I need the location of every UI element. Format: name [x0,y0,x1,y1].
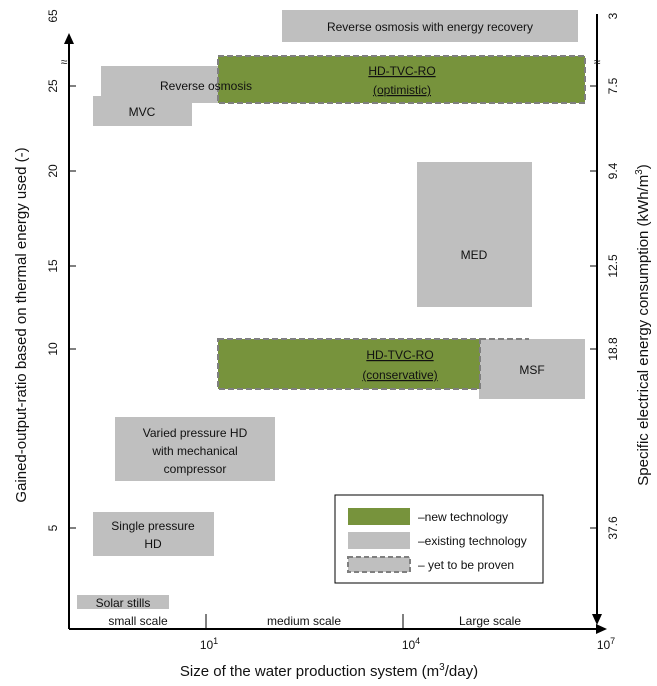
y-right-ticks: 37.6 18.8 12.5 9.4 7.5 3 [590,12,620,540]
region-msf [479,339,585,399]
axis-break-right: ≈ [594,55,601,69]
region-med [417,162,532,307]
scale-label-medium: medium scale [267,614,341,628]
new-tech-layer [217,55,586,390]
y-right-arrow [592,614,602,625]
x-axis-arrow [596,624,607,634]
y-left-tick-label-15: 15 [46,259,60,273]
label-line: compressor [164,462,227,476]
legend-swatch-new [348,508,410,525]
legend-swatch-unproven [347,556,411,573]
region-reverse-osmosis-energy-recovery [282,10,578,42]
legend-swatch-existing [348,532,410,549]
y-right-axis-title: Specific electrical energy consumption (… [634,164,652,486]
label-hd-opt-sub: (optimistic) [373,83,431,97]
region-mvc [93,96,192,126]
y-right-tick-label-7-5: 7.5 [606,77,620,94]
x-axis-ticks: small scale medium scale Large scale 101… [108,614,615,652]
x-tick-label-10-1: 101 [200,636,218,652]
label-line: Varied pressure HD [143,426,248,440]
y-left-tick-label-5: 5 [46,524,60,531]
axes [64,14,607,634]
x-tick-label-10-7: 107 [597,636,615,652]
label-vphd: Varied pressure HD with mechanical compres… [143,426,248,476]
y-left-arrow [64,33,74,44]
region-hd-tvc-ro-optimistic [217,55,586,104]
axis-breaks: ≈ ≈ [61,55,601,69]
label-hd-cons: HD-TVC-RO [366,348,433,362]
label-line: with mechanical [151,444,237,458]
y-left-axis-title: Gained-output-ratio based on thermal ene… [13,147,30,502]
y-right-tick-label-37-6: 37.6 [606,516,620,540]
y-right-tick-label-3: 3 [606,12,620,19]
x-tick-label-10-4: 104 [402,636,420,652]
label-hd-opt: HD-TVC-RO [368,64,435,78]
label-line: Single pressure [111,519,195,533]
y-left-tick-label-10: 10 [46,342,60,356]
legend: –new technology –existing technology – y… [334,494,544,584]
y-left-tick-label-65: 65 [46,9,60,23]
legend-label-existing: –existing technology [418,534,527,548]
scale-label-small: small scale [108,614,168,628]
label-ro-er: Reverse osmosis with energy recovery [327,20,533,34]
y-right-tick-label-12-5: 12.5 [606,254,620,278]
label-line: HD [144,537,162,551]
region-solar-stills [77,595,169,609]
scale-label-large: Large scale [459,614,521,628]
region-varied-pressure-hd [115,417,275,481]
label-mvc: MVC [129,105,156,119]
label-med: MED [461,248,488,262]
label-sphd: Single pressure HD [111,519,195,551]
label-msf: MSF [519,363,544,377]
y-left-tick-label-25: 25 [46,79,60,93]
region-hd-tvc-ro-conservative [217,338,481,390]
legend-label-new: –new technology [418,510,508,524]
region-single-pressure-hd [93,512,214,556]
label-ro: Reverse osmosis [160,79,252,93]
y-right-tick-label-9-4: 9.4 [606,162,620,179]
y-left-tick-label-20: 20 [46,164,60,178]
x-axis-title: Size of the water production system (m3/… [180,662,478,680]
legend-label-unproven: – yet to be proven [418,558,514,572]
y-left-ticks: 5 10 15 20 25 65 [46,9,76,531]
label-solar: Solar stills [96,596,151,610]
axis-break-left: ≈ [61,55,68,69]
y-right-tick-label-18-8: 18.8 [606,337,620,361]
region-labels: Reverse osmosis with energy recovery Rev… [96,20,545,610]
label-hd-cons-sub: (conservative) [362,368,437,382]
